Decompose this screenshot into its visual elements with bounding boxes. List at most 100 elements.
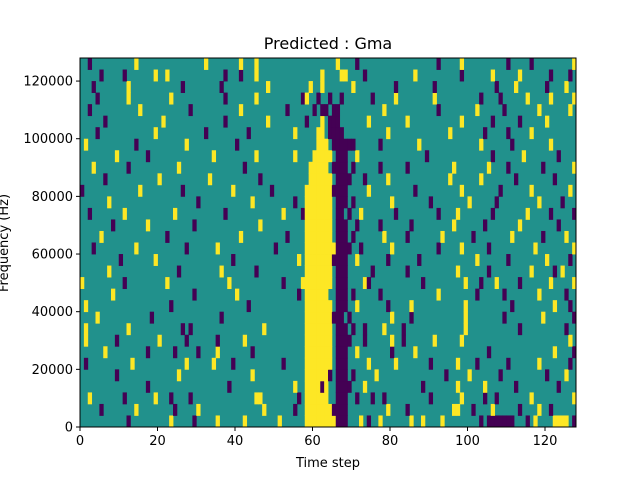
heatmap-cell (537, 104, 542, 117)
heatmap-cell (87, 392, 93, 405)
heatmap-cell (548, 138, 554, 151)
heatmap-cell (572, 392, 577, 405)
heatmap-cell (331, 311, 337, 324)
heatmap-cell (308, 219, 313, 232)
heatmap-cell (324, 357, 329, 370)
heatmap-cell (238, 69, 244, 82)
heatmap-cell (250, 369, 255, 382)
heatmap-cell (335, 150, 341, 163)
heatmap-cell (432, 92, 437, 105)
heatmap-cell (114, 369, 120, 382)
heatmap-cell (320, 184, 325, 197)
heatmap-cell (374, 369, 379, 382)
heatmap-cell (266, 81, 271, 93)
heatmap-cell (254, 150, 259, 163)
heatmap-cell (223, 69, 228, 82)
heatmap-cell (343, 150, 348, 163)
heatmap-cell (304, 265, 310, 278)
heatmap-cell (339, 196, 344, 209)
heatmap-cell (409, 415, 414, 428)
heatmap-cell (545, 369, 550, 382)
heatmap-cell (366, 415, 372, 428)
heatmap-cell (316, 254, 321, 266)
heatmap-cell (339, 300, 344, 313)
heatmap-cell (262, 323, 267, 336)
heatmap-cell (223, 92, 228, 105)
heatmap-cell (312, 415, 317, 428)
heatmap-cell (572, 207, 577, 220)
heatmap-cell (502, 311, 507, 324)
heatmap-cell (386, 300, 391, 313)
heatmap-cell (285, 104, 290, 117)
heatmap-cell (355, 254, 360, 266)
heatmap-cell (122, 207, 127, 220)
heatmap-cell (556, 415, 561, 428)
heatmap-cell (107, 265, 112, 278)
heatmap-cell (343, 300, 348, 313)
heatmap-cell (529, 265, 534, 278)
heatmap-cell (471, 403, 476, 416)
heatmap-cell (316, 369, 321, 382)
heatmap-cell (308, 173, 313, 186)
heatmap-cell (180, 81, 186, 93)
heatmap-cell (393, 207, 399, 220)
heatmap-cell (405, 161, 410, 174)
heatmap-cell (328, 92, 333, 105)
heatmap-cell (320, 69, 325, 82)
heatmap-cell (328, 184, 333, 197)
heatmap-cell (304, 115, 310, 128)
heatmap-cell (246, 127, 251, 140)
x-tick-label: 20 (149, 434, 166, 449)
heatmap-cell (91, 81, 96, 93)
heatmap-cell (506, 127, 511, 140)
heatmap-cell (517, 219, 523, 232)
heatmap-cell (343, 173, 348, 186)
heatmap-cell (308, 265, 313, 278)
heatmap-cell (545, 115, 550, 128)
heatmap-cell (324, 265, 329, 278)
heatmap-cell (347, 173, 352, 186)
heatmap-cell (328, 207, 333, 220)
heatmap-cell (324, 219, 329, 232)
heatmap-cell (308, 288, 313, 301)
heatmap-cell (506, 415, 511, 428)
heatmap-cell (502, 288, 507, 301)
heatmap-cell (490, 69, 496, 82)
heatmap-cell (386, 254, 391, 266)
heatmap-cell (459, 392, 465, 405)
heatmap-cell (483, 392, 488, 405)
heatmap-cell (572, 415, 577, 428)
heatmap-cell (355, 150, 360, 163)
heatmap-cell (316, 138, 321, 151)
heatmap-cell (192, 288, 197, 301)
heatmap-cell (328, 369, 333, 382)
heatmap-cell (572, 58, 577, 70)
heatmap-cell (328, 277, 333, 290)
heatmap-cell (556, 380, 561, 393)
heatmap-cell (324, 230, 329, 243)
heatmap-cell (355, 58, 360, 70)
heatmap-cell (479, 92, 484, 105)
heatmap-cell (378, 288, 383, 301)
heatmap-cell (525, 92, 530, 105)
heatmap-cell (494, 277, 499, 290)
heatmap-cell (269, 184, 275, 197)
heatmap-cell (440, 415, 445, 428)
heatmap-cell (517, 403, 523, 416)
heatmap-cell (308, 357, 313, 370)
heatmap-cell (300, 92, 306, 105)
heatmap-cell (490, 207, 496, 220)
heatmap-cell (316, 277, 321, 290)
heatmap-cell (328, 346, 333, 359)
heatmap-cell (293, 196, 298, 209)
heatmap-cell (308, 380, 313, 393)
heatmap-cell (339, 242, 344, 255)
heatmap-cell (157, 173, 162, 186)
heatmap-cell (312, 277, 317, 290)
heatmap-cell (312, 184, 317, 197)
heatmap-cell (343, 380, 348, 393)
heatmap-cell (362, 173, 368, 186)
heatmap-cell (312, 380, 317, 393)
heatmap-cell (242, 161, 248, 174)
y-tick-label: 0 (65, 421, 73, 436)
